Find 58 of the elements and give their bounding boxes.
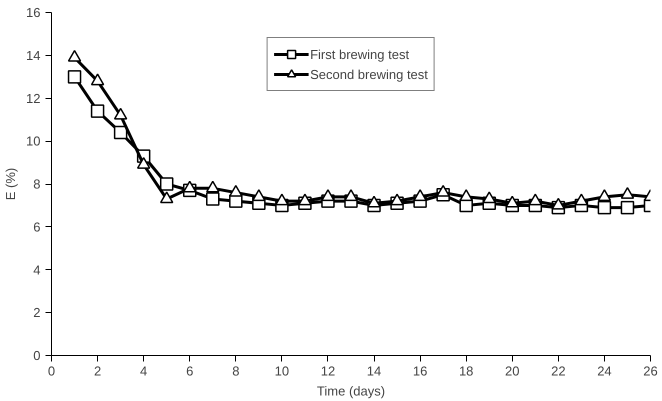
x-tick-label: 12 — [320, 364, 336, 378]
point — [390, 193, 404, 206]
point — [620, 187, 634, 199]
x-axis-title: Time (days) — [316, 384, 386, 398]
y-tick-label: 12 — [26, 90, 41, 106]
point — [68, 50, 82, 62]
point — [90, 73, 104, 86]
point — [114, 108, 128, 120]
x-tick-label: 8 — [232, 364, 240, 378]
point — [367, 196, 381, 208]
point — [252, 189, 266, 202]
point — [459, 189, 473, 202]
y-tick-label: 16 — [26, 5, 41, 20]
point — [528, 193, 542, 206]
x-tick-label: 26 — [643, 364, 658, 378]
y-tick-label: 4 — [33, 262, 41, 278]
x-tick-label: 14 — [366, 364, 382, 378]
x-tick-label: 20 — [505, 364, 520, 378]
y-tick-label: 8 — [33, 176, 41, 192]
y-axis-title: E (%) — [3, 168, 18, 200]
x-tick-label: 10 — [274, 364, 290, 378]
point — [552, 198, 566, 210]
point — [275, 193, 289, 206]
y-tick-label: 10 — [26, 134, 41, 149]
point — [482, 191, 496, 204]
point — [229, 184, 243, 197]
legend-label: First brewing test — [310, 46, 410, 62]
x-tick-label: 4 — [140, 364, 148, 378]
point — [206, 192, 220, 206]
point — [114, 126, 128, 140]
y-tick-label: 0 — [33, 348, 41, 363]
x-tick-label: 24 — [597, 364, 612, 378]
legend-label: Second brewing test — [310, 66, 428, 82]
point — [90, 104, 104, 118]
y-tick-label: 6 — [33, 219, 41, 234]
x-tick-label: 0 — [48, 364, 56, 378]
x-tick-label: 18 — [458, 364, 474, 378]
point — [206, 180, 220, 192]
point — [160, 191, 174, 204]
point — [298, 193, 312, 206]
point — [344, 189, 358, 202]
point — [598, 189, 612, 202]
x-tick-label: 2 — [94, 364, 102, 378]
y-tick-label: 14 — [26, 48, 41, 63]
point — [136, 157, 150, 169]
point — [506, 196, 520, 208]
point — [436, 184, 450, 197]
y-tick-label: 2 — [33, 305, 41, 320]
point — [620, 200, 634, 214]
x-tick-label: 16 — [412, 364, 428, 378]
x-tick-label: 6 — [186, 364, 194, 378]
point — [574, 193, 588, 206]
point — [413, 189, 427, 202]
x-tick-label: 22 — [551, 364, 566, 378]
point — [321, 189, 335, 202]
point — [182, 180, 196, 192]
point — [160, 177, 174, 191]
point — [598, 200, 612, 214]
